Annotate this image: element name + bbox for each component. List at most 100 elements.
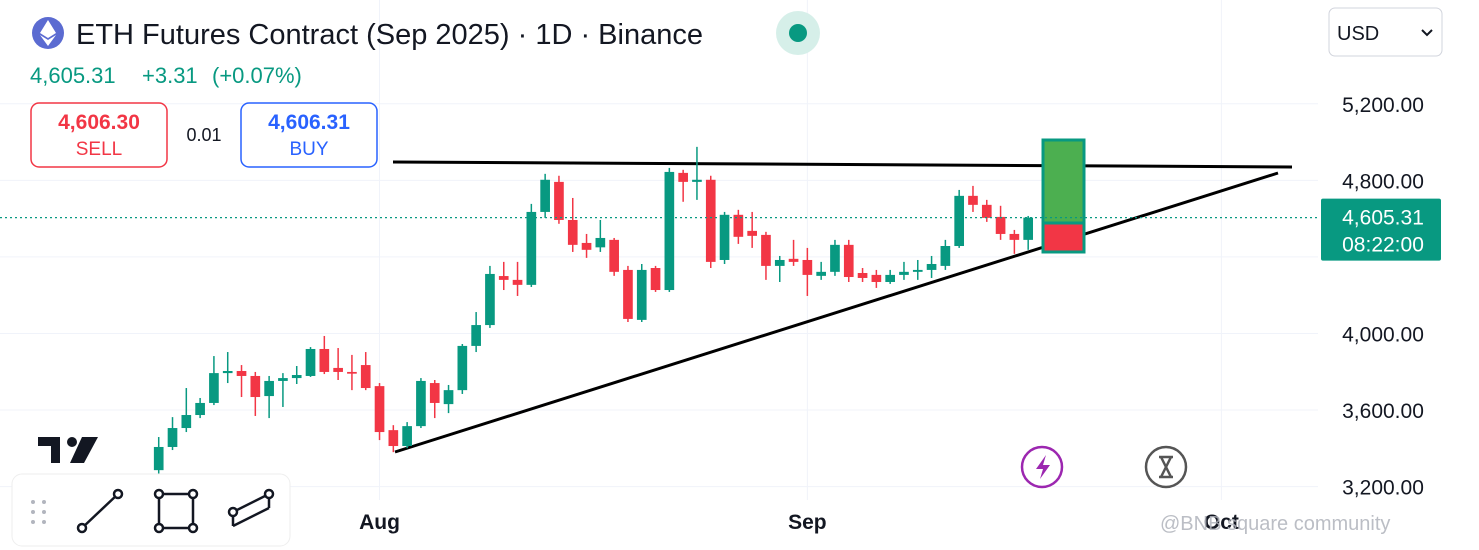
candle-body [319,348,330,372]
status-dot [789,24,807,42]
candle-body [664,171,675,291]
candle-body [333,367,343,372]
y-tick-label: 3,600.00 [1342,400,1424,423]
title: ETH Futures Contract (Sep 2025) · 1D · B… [76,19,703,51]
watermark: @BNB square community [1160,513,1390,535]
candle-body [747,230,757,236]
sell-price: 4,606.30 [58,111,140,134]
y-tick-label: 4,000.00 [1342,323,1424,346]
candle-body [774,259,785,266]
candle-body [402,426,412,447]
candle-body [912,269,923,272]
candle-body [926,263,937,270]
candle-body [692,179,702,182]
x-tick-label: Oct [1204,511,1239,534]
candle-body [443,390,454,405]
candle-body [526,211,537,285]
y-tick-label: 3,200.00 [1342,477,1424,500]
candle-body [940,246,951,266]
candle-body [485,273,495,326]
candle-body [595,237,606,248]
candle-body [733,214,744,237]
candle-body [968,195,978,205]
candle-body [843,244,854,278]
line-tool[interactable] [76,488,124,534]
candle-body [623,269,633,319]
countdown: 08:22:00 [1342,234,1424,257]
buy-label: BUY [289,139,328,160]
candle-body [222,370,233,374]
candle-body [554,181,564,220]
candle-body [830,244,840,272]
drag-handle [31,500,46,524]
candle-body [512,279,523,285]
y-tick-label: 5,200.00 [1342,94,1424,117]
candle-body [678,172,688,182]
candle-body [995,216,1006,234]
candle-body [250,375,261,398]
sell-label: SELL [76,139,122,160]
rect-tool[interactable] [153,488,199,534]
alert-glyph [1036,455,1050,479]
candle-body [1009,233,1020,240]
candle-body [374,386,385,433]
candle-body [291,375,302,379]
candle-body [278,378,288,381]
tv-logo [38,437,98,463]
candle-body [981,204,992,218]
currency: USD [1337,23,1379,45]
candle-body [567,219,578,245]
candle-body [609,239,619,272]
change-pct: (+0.07%) [212,63,302,88]
candle-body [816,271,826,276]
price-label: 4,605.31 [1342,207,1424,230]
candle-body [498,276,509,280]
candle-body [1023,217,1034,240]
candle-body [429,383,440,403]
candle-body [305,348,316,376]
candle-body [360,365,371,389]
candle-body [581,242,592,250]
channel-tool[interactable] [227,488,275,528]
replay-glyph [1159,455,1173,479]
candle-body [153,446,164,471]
candle-body [347,371,357,374]
candle-body [236,370,247,376]
candle-body [885,274,895,282]
eth-glyph [40,20,56,46]
candle-body [788,258,799,262]
candle-body [540,179,550,212]
candle-body [457,345,468,391]
trend-line [394,171,1279,454]
x-tick-label: Aug [359,511,400,534]
candle-body [181,415,192,429]
candle-body [416,380,426,427]
buy-button[interactable] [240,102,378,168]
buy-price: 4,606.31 [268,111,350,134]
candle-body [388,430,399,447]
candle-body [871,274,882,282]
candle-body [650,268,661,291]
candle-body [719,214,730,260]
spread: 0.01 [186,125,221,145]
candle-body [264,380,274,397]
last-price: 4,605.31 [30,63,116,88]
candle-body [899,271,909,275]
target-zone [1041,138,1086,225]
candle-body [857,272,868,278]
candle-body [471,325,481,346]
change: +3.31 [142,63,198,88]
candle-body [705,179,716,262]
price-label-box [1321,198,1441,261]
sell-button[interactable] [30,102,168,168]
x-tick-label: Sep [788,511,827,534]
dropdown-arrow [1421,29,1433,37]
candle-body [802,259,813,275]
candle-body [195,402,205,416]
toolbar [11,473,291,547]
currency-select[interactable] [1328,7,1443,57]
candle-body [954,195,965,247]
